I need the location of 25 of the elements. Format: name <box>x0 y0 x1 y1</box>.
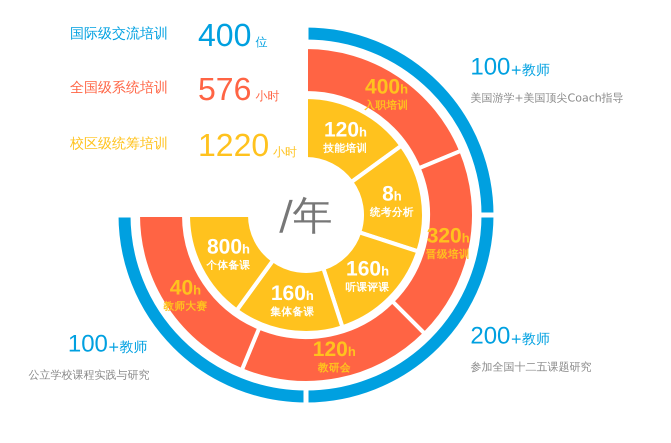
category-label: 技能培训 <box>322 141 368 154</box>
data-label: 400h <box>365 75 408 98</box>
category-label: 集体备课 <box>269 304 314 318</box>
data-label: 40h <box>170 276 202 300</box>
category-label: 听课评课 <box>346 280 390 294</box>
data-label: 8h <box>382 182 402 206</box>
data-label: 160h <box>346 258 390 281</box>
data-label: 200+教师 <box>470 322 550 350</box>
data-label: 800h <box>206 235 250 258</box>
category-label: 统考分析 <box>368 205 414 218</box>
data-label: 120h <box>324 118 368 142</box>
category-label: 教研会 <box>316 361 352 374</box>
data-label: 100+教师 <box>470 54 550 81</box>
category-label: 美国游学+美国顶尖Coach指导 <box>470 92 624 105</box>
text: 国际级交流培训 <box>70 26 168 42</box>
category-label: 个体备课 <box>205 258 250 272</box>
category-label: 参加全国十二五课题研究 <box>470 360 592 374</box>
category-label: 公立学校课程实践与研究 <box>28 368 150 382</box>
data-label: 100+教师 <box>68 330 148 358</box>
data-label: 160h <box>270 282 314 305</box>
text: /年 <box>279 193 333 239</box>
data-label: 120h <box>312 338 356 362</box>
text: 校区级统筹培训 <box>69 136 168 152</box>
text: 全国级系统培训 <box>70 80 168 96</box>
category-label: 入职培训 <box>364 98 409 112</box>
